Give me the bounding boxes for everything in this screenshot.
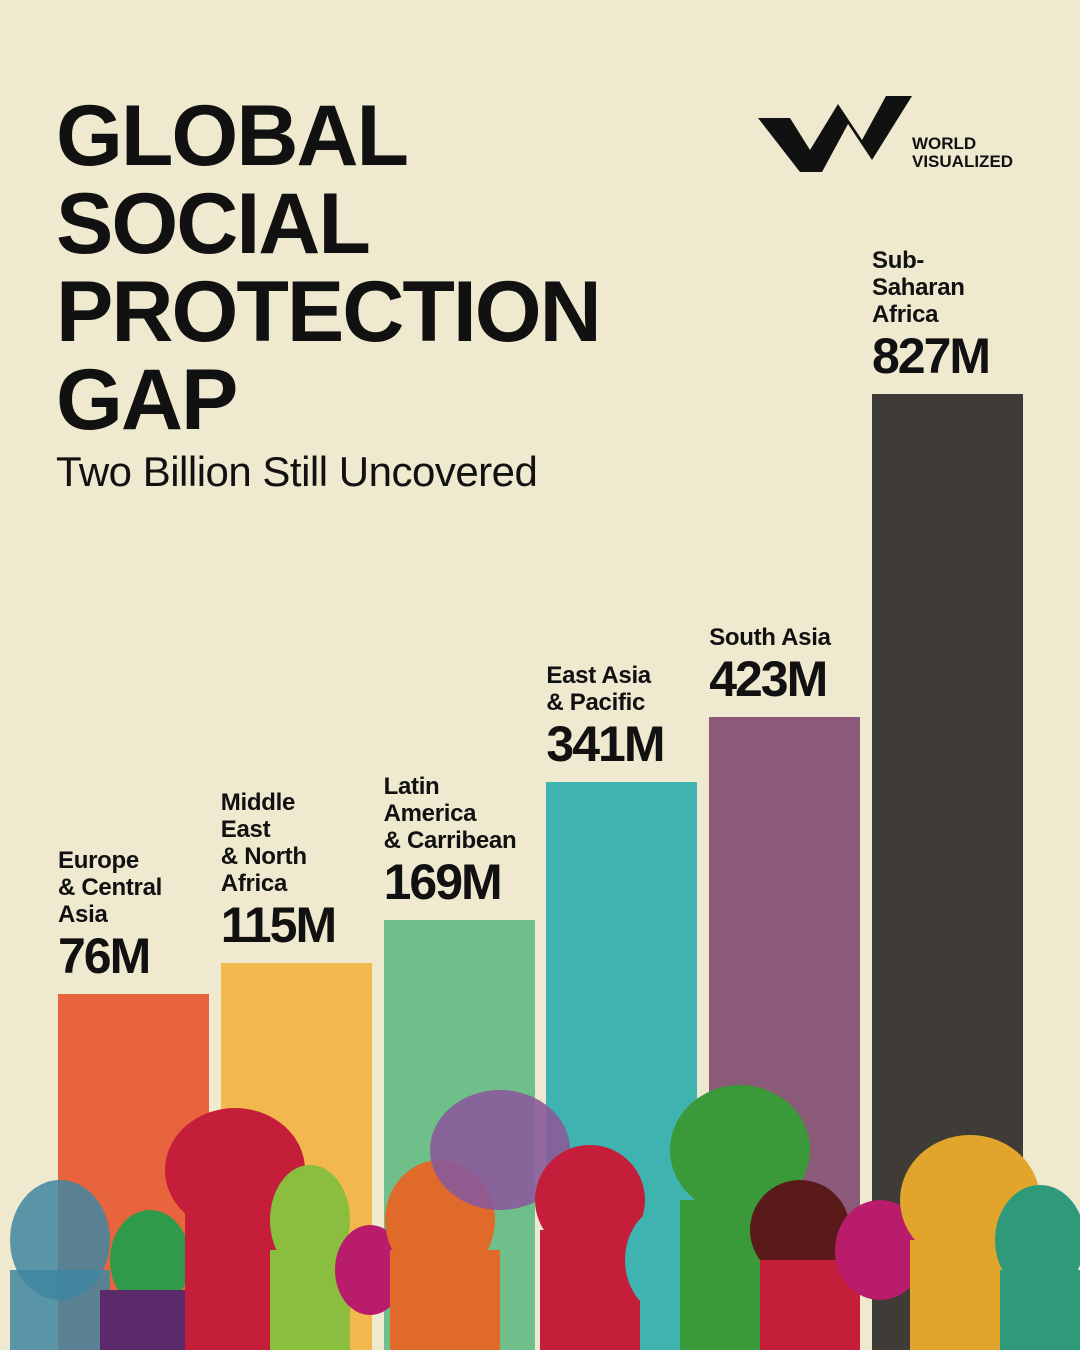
category-label: South Asia — [709, 623, 831, 651]
logo — [758, 96, 912, 172]
value-label: 169M — [383, 853, 503, 910]
bar-label: East Asia & Pacific 341M — [546, 662, 716, 772]
brand: WORLD VISUALIZED — [912, 134, 1014, 171]
chart-title: GLOBAL SOCIAL PROTECTION GAP — [56, 88, 602, 448]
value-label: 423M — [709, 650, 828, 707]
chart-subtitle: Two Billion Still Uncovered — [56, 448, 538, 495]
bar-label: South Asia 423M — [709, 624, 879, 707]
value-label: 115M — [220, 896, 337, 953]
value-label: 827M — [872, 328, 991, 384]
category-label: Sub- Saharan Africa — [872, 247, 965, 328]
category-label: Europe & Central Asia — [58, 847, 162, 928]
value-label: 76M — [58, 928, 151, 984]
silhouette-group — [10, 1085, 1080, 1350]
bar-label: Europe & Central Asia 76M — [58, 847, 228, 984]
category-label: Latin America & Carribean — [383, 772, 517, 854]
value-label: 341M — [546, 716, 665, 773]
bar-label: Sub- Saharan Africa 827M — [872, 247, 1042, 384]
bar-label: Latin America & Carribean 169M — [384, 773, 554, 910]
bar-label: Middle East & North Africa 115M — [221, 789, 391, 953]
category-label: East Asia & Pacific — [546, 662, 651, 717]
category-label: Middle East & North Africa — [220, 788, 307, 897]
